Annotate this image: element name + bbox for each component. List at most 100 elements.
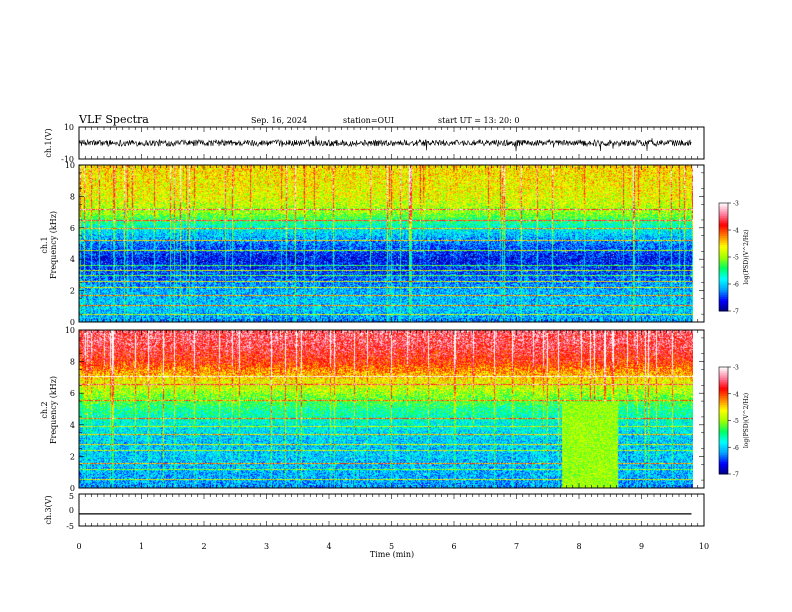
colorbar-label: log(PSD)(V^2/Hz) — [743, 229, 750, 284]
colorbar-swatch — [719, 204, 728, 208]
colorbar-swatch — [719, 408, 728, 411]
colorbar-swatch — [719, 284, 728, 287]
colorbar-swatch — [719, 307, 728, 310]
colorbar-swatch — [719, 242, 728, 245]
x-tick-label: 4 — [326, 542, 331, 551]
ch3-waveform-ylabel: ch.3(V) — [44, 495, 53, 524]
ch1-ytick-top: 10 — [64, 123, 74, 132]
colorbar-swatch — [719, 391, 728, 395]
colorbar-swatch — [719, 228, 728, 231]
colorbar-tick-label: -5 — [733, 418, 739, 425]
colorbar-swatch — [719, 287, 728, 290]
colorbar-swatch — [719, 368, 728, 372]
colorbar-swatch — [719, 239, 728, 242]
colorbar-swatch — [719, 429, 728, 432]
x-tick-label: 7 — [514, 542, 519, 551]
colorbar-swatch — [719, 273, 728, 276]
x-axis-tick-labels: 0 1 2 3 4 5 6 7 8 9 10 — [76, 542, 709, 551]
colorbar-swatch — [719, 298, 728, 301]
colorbar-swatch — [719, 418, 728, 421]
colorbar-swatch — [719, 219, 728, 222]
y-tick-label: 10 — [65, 326, 75, 335]
colorbar-swatch — [719, 406, 728, 409]
y-tick-label: 6 — [70, 389, 75, 398]
ch1-spectrogram-ylabel-top: ch.1 — [40, 236, 49, 253]
y-tick-label: 10 — [65, 161, 75, 170]
colorbar-swatch — [719, 374, 728, 377]
colorbar-swatch — [719, 422, 728, 425]
colorbar-swatch — [719, 210, 728, 213]
colorbar-swatch — [719, 411, 728, 414]
colorbar-swatch — [719, 305, 728, 308]
colorbar-swatch — [719, 262, 728, 265]
colorbar-swatch — [719, 452, 728, 455]
colorbar-swatch — [719, 466, 728, 470]
colorbar-swatch — [719, 456, 728, 459]
colorbar-swatch — [719, 384, 728, 388]
x-axis-label: Time (min) — [370, 550, 414, 559]
colorbar-swatch — [719, 413, 728, 416]
x-tick-label: 9 — [639, 542, 644, 551]
header: VLF Spectra Sep. 16, 2024 station=OUI st… — [78, 113, 519, 126]
colorbar-swatch — [719, 381, 728, 384]
colorbar-swatch — [719, 258, 728, 262]
colorbar-swatch — [719, 248, 728, 251]
colorbar-swatch — [719, 264, 728, 267]
colorbar-swatch — [719, 206, 728, 209]
colorbar-swatch — [719, 459, 728, 463]
colorbar-swatch — [719, 222, 728, 226]
colorbar-swatch — [719, 231, 728, 235]
colorbar-swatch — [719, 432, 728, 436]
y-tick-label: 8 — [70, 192, 75, 201]
colorbar-swatch — [719, 420, 728, 423]
ch1-waveform-line — [78, 135, 692, 152]
colorbar-swatch — [719, 257, 728, 260]
colorbar-swatch — [719, 445, 728, 448]
colorbar-tick-label: -7 — [733, 309, 739, 316]
colorbar-swatch — [719, 379, 728, 382]
colorbar-swatch — [719, 397, 728, 400]
colorbar-swatch — [719, 244, 728, 247]
colorbar-swatch — [719, 447, 728, 450]
colorbar-swatch — [719, 280, 728, 283]
colorbar-swatch — [719, 427, 728, 430]
colorbar-swatch — [719, 404, 728, 407]
colorbar-swatch — [719, 224, 728, 227]
x-axis-ticks — [78, 127, 705, 526]
ch1-spectrogram-image — [79, 165, 693, 322]
colorbar-swatch — [719, 230, 728, 233]
colorbar-swatch — [719, 416, 728, 420]
colorbar-swatch — [719, 253, 728, 256]
colorbar-tick-label: -6 — [733, 282, 739, 289]
colorbar-swatch — [719, 269, 728, 272]
colorbar-swatch — [719, 425, 728, 429]
colorbar-swatch — [719, 255, 728, 258]
ch1-spectrogram-panel: 0 2 4 6 8 10 ch.1 Frequency (kHz) — [40, 161, 705, 327]
ch2-spectrogram-ylabel-top: ch.2 — [40, 401, 49, 418]
colorbar-swatch — [719, 246, 728, 249]
colorbar-swatch — [719, 233, 728, 236]
ch3-waveform-frame — [78, 493, 705, 527]
ch1-spectrogram-ylabel: Frequency (kHz) — [49, 211, 58, 279]
colorbar-swatch — [719, 235, 728, 238]
colorbar-swatch — [719, 390, 728, 393]
x-tick-label: 2 — [201, 542, 206, 551]
colorbar-swatch — [719, 372, 728, 375]
colorbar-tick-label: -6 — [733, 445, 739, 452]
colorbar-swatch — [719, 289, 728, 292]
colorbar-swatch — [719, 457, 728, 461]
colorbar-swatch — [719, 213, 728, 217]
colorbar-swatch — [719, 251, 728, 254]
colorbar-tick-label: -4 — [733, 391, 739, 398]
colorbar-swatch — [719, 440, 728, 443]
ch1-waveform-panel: 10 -10 ch.1(V) — [44, 123, 705, 164]
colorbar-swatch — [719, 249, 728, 253]
colorbar-swatch — [719, 285, 728, 289]
colorbar-swatch — [719, 468, 728, 471]
colorbar-swatch — [719, 402, 728, 405]
colorbar-swatch — [719, 443, 728, 446]
colorbar-swatch — [719, 424, 728, 427]
ch3-ytick-mid: 0 — [69, 506, 74, 515]
y-tick-label: 4 — [70, 421, 75, 430]
